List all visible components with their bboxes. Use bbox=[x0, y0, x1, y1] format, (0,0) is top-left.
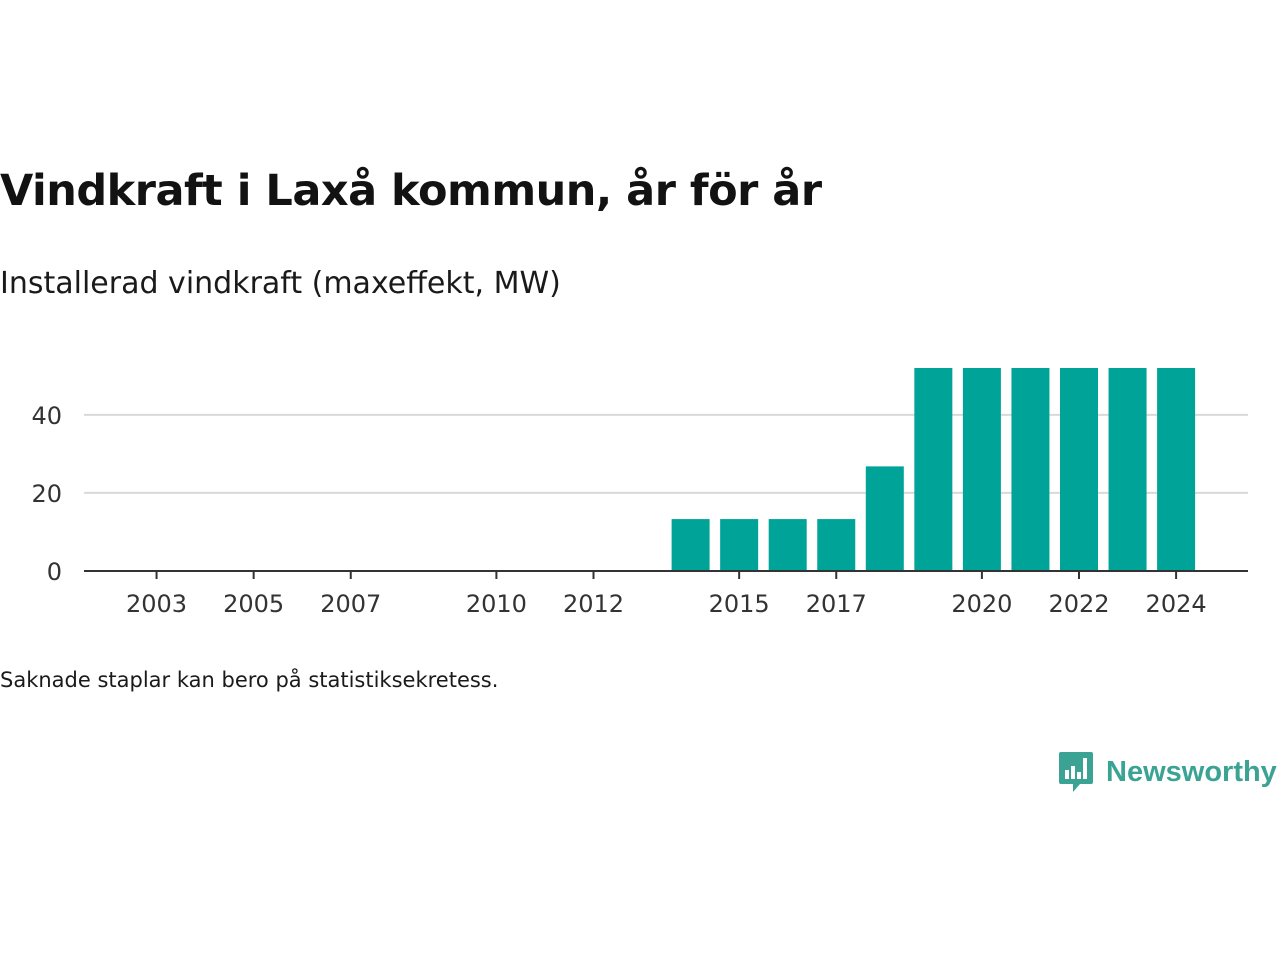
y-axis-tick-labels: 0 20 40 bbox=[31, 402, 62, 586]
bar bbox=[1157, 368, 1196, 571]
bar bbox=[817, 519, 856, 571]
bars bbox=[671, 368, 1196, 571]
bar bbox=[768, 519, 807, 571]
bar bbox=[962, 368, 1001, 571]
bar bbox=[865, 466, 904, 571]
bar bbox=[1108, 368, 1147, 571]
x-tick-label: 2003 bbox=[126, 590, 187, 618]
bar bbox=[914, 368, 953, 571]
gridlines bbox=[84, 413, 1248, 494]
footnote: Saknade staplar kan bero på statistiksek… bbox=[0, 668, 499, 692]
x-tick-label: 2017 bbox=[806, 590, 867, 618]
x-axis bbox=[84, 570, 1248, 579]
bar bbox=[1011, 368, 1050, 571]
x-tick-label: 2007 bbox=[320, 590, 381, 618]
y-tick-label: 20 bbox=[31, 480, 62, 508]
x-tick-label: 2020 bbox=[951, 590, 1012, 618]
brand-logo[interactable]: Newsworthy bbox=[1058, 748, 1277, 796]
x-axis-tick-labels: 2003 2005 2007 2010 2012 2015 2017 2020 2022 2024 bbox=[126, 590, 1207, 618]
y-tick-label: 40 bbox=[31, 402, 62, 430]
y-tick-label: 0 bbox=[47, 558, 62, 586]
x-tick-label: 2015 bbox=[709, 590, 770, 618]
chart-title: Vindkraft i Laxå kommun, år för år bbox=[0, 166, 822, 216]
x-tick-label: 2005 bbox=[223, 590, 284, 618]
bar bbox=[720, 519, 759, 571]
brand-name: Newsworthy bbox=[1106, 755, 1277, 788]
x-tick-label: 2024 bbox=[1146, 590, 1207, 618]
bar bbox=[1060, 368, 1098, 571]
x-tick-label: 2022 bbox=[1048, 590, 1109, 618]
x-tick-label: 2012 bbox=[563, 590, 624, 618]
newsworthy-logo-icon bbox=[1059, 752, 1093, 792]
bar bbox=[671, 519, 710, 571]
x-tick-label: 2010 bbox=[466, 590, 527, 618]
chart-subtitle: Installerad vindkraft (maxeffekt, MW) bbox=[0, 266, 561, 301]
